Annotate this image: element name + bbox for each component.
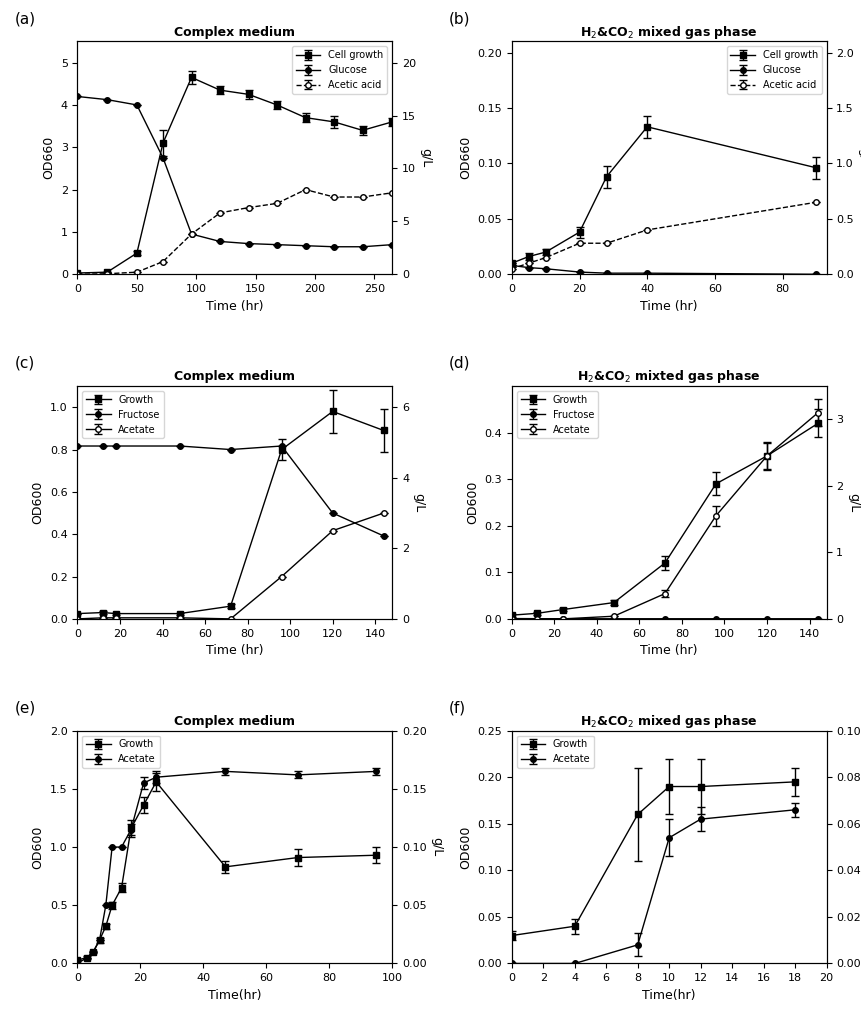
Legend: Growth, Acetate: Growth, Acetate — [517, 736, 594, 768]
Y-axis label: OD600: OD600 — [32, 826, 45, 869]
Y-axis label: OD600: OD600 — [459, 826, 472, 869]
X-axis label: Time (hr): Time (hr) — [641, 644, 698, 657]
Y-axis label: OD660: OD660 — [459, 137, 472, 179]
Y-axis label: g/L: g/L — [858, 148, 861, 168]
Title: Complex medium: Complex medium — [175, 715, 295, 728]
Text: (e): (e) — [15, 700, 36, 716]
Text: (c): (c) — [15, 355, 34, 371]
Legend: Cell growth, Glucose, Acetic acid: Cell growth, Glucose, Acetic acid — [292, 47, 387, 94]
Y-axis label: g/L: g/L — [430, 837, 443, 857]
Title: H$_2$&CO$_2$ mixted gas phase: H$_2$&CO$_2$ mixted gas phase — [578, 369, 761, 385]
X-axis label: Time(hr): Time(hr) — [208, 988, 262, 1002]
Text: (a): (a) — [15, 11, 35, 26]
X-axis label: Time (hr): Time (hr) — [641, 299, 698, 313]
Y-axis label: g/L: g/L — [412, 493, 425, 512]
Y-axis label: g/L: g/L — [420, 148, 433, 168]
Legend: Growth, Fructose, Acetate: Growth, Fructose, Acetate — [83, 391, 164, 438]
Y-axis label: g/L: g/L — [847, 493, 860, 512]
Text: (f): (f) — [449, 700, 466, 716]
Y-axis label: OD600: OD600 — [466, 481, 479, 524]
X-axis label: Time (hr): Time (hr) — [206, 644, 263, 657]
X-axis label: Time (hr): Time (hr) — [206, 299, 263, 313]
Text: (b): (b) — [449, 11, 470, 26]
Title: Complex medium: Complex medium — [175, 371, 295, 383]
Y-axis label: OD600: OD600 — [32, 481, 45, 524]
X-axis label: Time(hr): Time(hr) — [642, 988, 696, 1002]
Title: H$_2$&CO$_2$ mixed gas phase: H$_2$&CO$_2$ mixed gas phase — [580, 713, 758, 730]
Legend: Growth, Acetate: Growth, Acetate — [83, 736, 160, 768]
Text: (d): (d) — [449, 355, 470, 371]
Title: H$_2$&CO$_2$ mixed gas phase: H$_2$&CO$_2$ mixed gas phase — [580, 24, 758, 40]
Y-axis label: OD660: OD660 — [42, 137, 55, 179]
Title: Complex medium: Complex medium — [175, 26, 295, 39]
Legend: Growth, Fructose, Acetate: Growth, Fructose, Acetate — [517, 391, 598, 438]
Legend: Cell growth, Glucose, Acetic acid: Cell growth, Glucose, Acetic acid — [727, 47, 821, 94]
